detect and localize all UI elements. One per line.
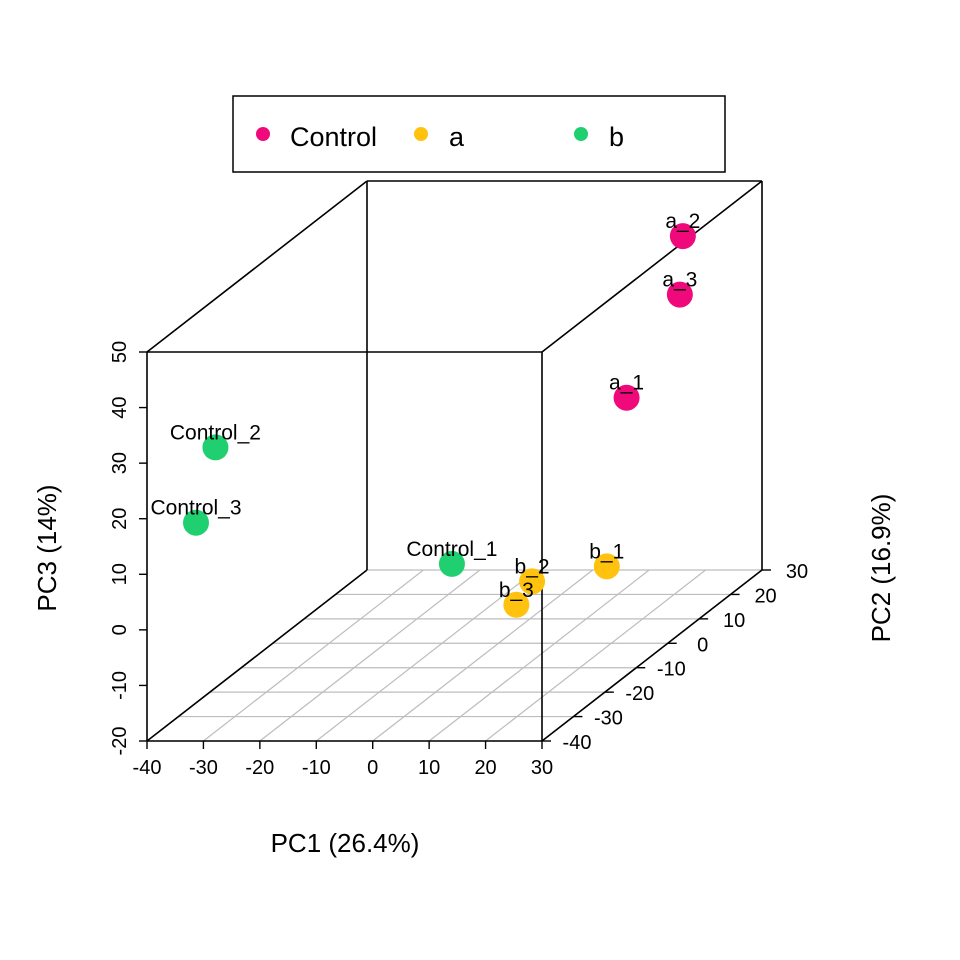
z-tick-label: 50	[109, 341, 131, 363]
z-axis-title: PC3 (14%)	[32, 484, 62, 611]
legend-label-b: b	[609, 122, 624, 152]
data-point	[613, 384, 640, 411]
point-label: b_1	[589, 540, 624, 563]
x-tick-label: -30	[189, 757, 218, 779]
data-point	[503, 591, 530, 618]
box-edge	[146, 569, 368, 742]
x-tick-label: -40	[133, 757, 162, 779]
z-tick-label: -20	[109, 727, 131, 756]
point-label: Control_2	[170, 421, 261, 444]
legend-label-a: a	[449, 122, 465, 152]
point-label: b_3	[499, 579, 534, 602]
point-label: a_1	[609, 372, 644, 395]
box-edge	[146, 180, 368, 353]
legend-marker-control	[256, 127, 270, 141]
legend-label-control: Control	[290, 122, 377, 152]
data-point	[593, 553, 620, 580]
grid-line-x	[203, 569, 424, 742]
x-tick-label: -20	[245, 757, 274, 779]
point-label: Control_3	[150, 497, 241, 520]
y-axis-title: PC2 (16.9%)	[866, 494, 896, 643]
data-point	[519, 568, 546, 595]
data-point	[666, 281, 693, 308]
point-label: a_3	[662, 269, 697, 292]
z-tick-label: 0	[109, 624, 131, 635]
box-edge	[541, 180, 763, 353]
x-tick-label: 10	[418, 757, 440, 779]
y-tick-label: -10	[657, 659, 686, 681]
plot-box	[146, 180, 763, 742]
box-edge	[541, 569, 763, 742]
y-tick-label: -30	[594, 708, 623, 730]
z-tick-label: -10	[109, 671, 131, 700]
x-tick-label: -10	[302, 757, 331, 779]
legend-frame	[232, 95, 726, 173]
grid-line-x	[485, 569, 706, 742]
legend-marker-a	[414, 127, 428, 141]
data-point	[438, 550, 465, 577]
x-tick-label: 0	[367, 757, 378, 779]
z-tick-label: 30	[109, 452, 131, 474]
z-tick-label: 40	[109, 396, 131, 418]
y-tick-label: 10	[723, 610, 745, 632]
grid-line-x	[315, 569, 537, 742]
y-tick-label: 30	[786, 561, 808, 583]
floor-grid	[146, 569, 763, 742]
grid-line-x	[259, 569, 481, 742]
x-tick-label: 20	[474, 757, 496, 779]
point-label: a_2	[665, 210, 700, 233]
data-point	[669, 223, 696, 250]
z-tick-label: 20	[109, 508, 131, 530]
y-tick-label: 0	[697, 634, 708, 656]
x-axis-title: PC1 (26.4%)	[271, 828, 420, 858]
y-tick-label: 20	[754, 585, 776, 607]
grid-line-x	[372, 569, 594, 742]
axis-ticks: -40 -30 -20 -10 0 10 20 30-20-1001020304050-40-…	[109, 341, 808, 779]
legend: Control a b	[232, 95, 726, 173]
x-tick-label: 30	[531, 757, 553, 779]
data-point	[202, 434, 229, 461]
grid-line-x	[428, 569, 650, 742]
point-label: b_2	[515, 555, 550, 578]
point-label: Control_1	[406, 538, 497, 561]
y-tick-label: -40	[563, 732, 592, 754]
y-tick-label: -20	[625, 683, 654, 705]
legend-marker-b	[574, 127, 588, 141]
data-point	[183, 509, 209, 536]
z-tick-label: 10	[109, 563, 131, 585]
